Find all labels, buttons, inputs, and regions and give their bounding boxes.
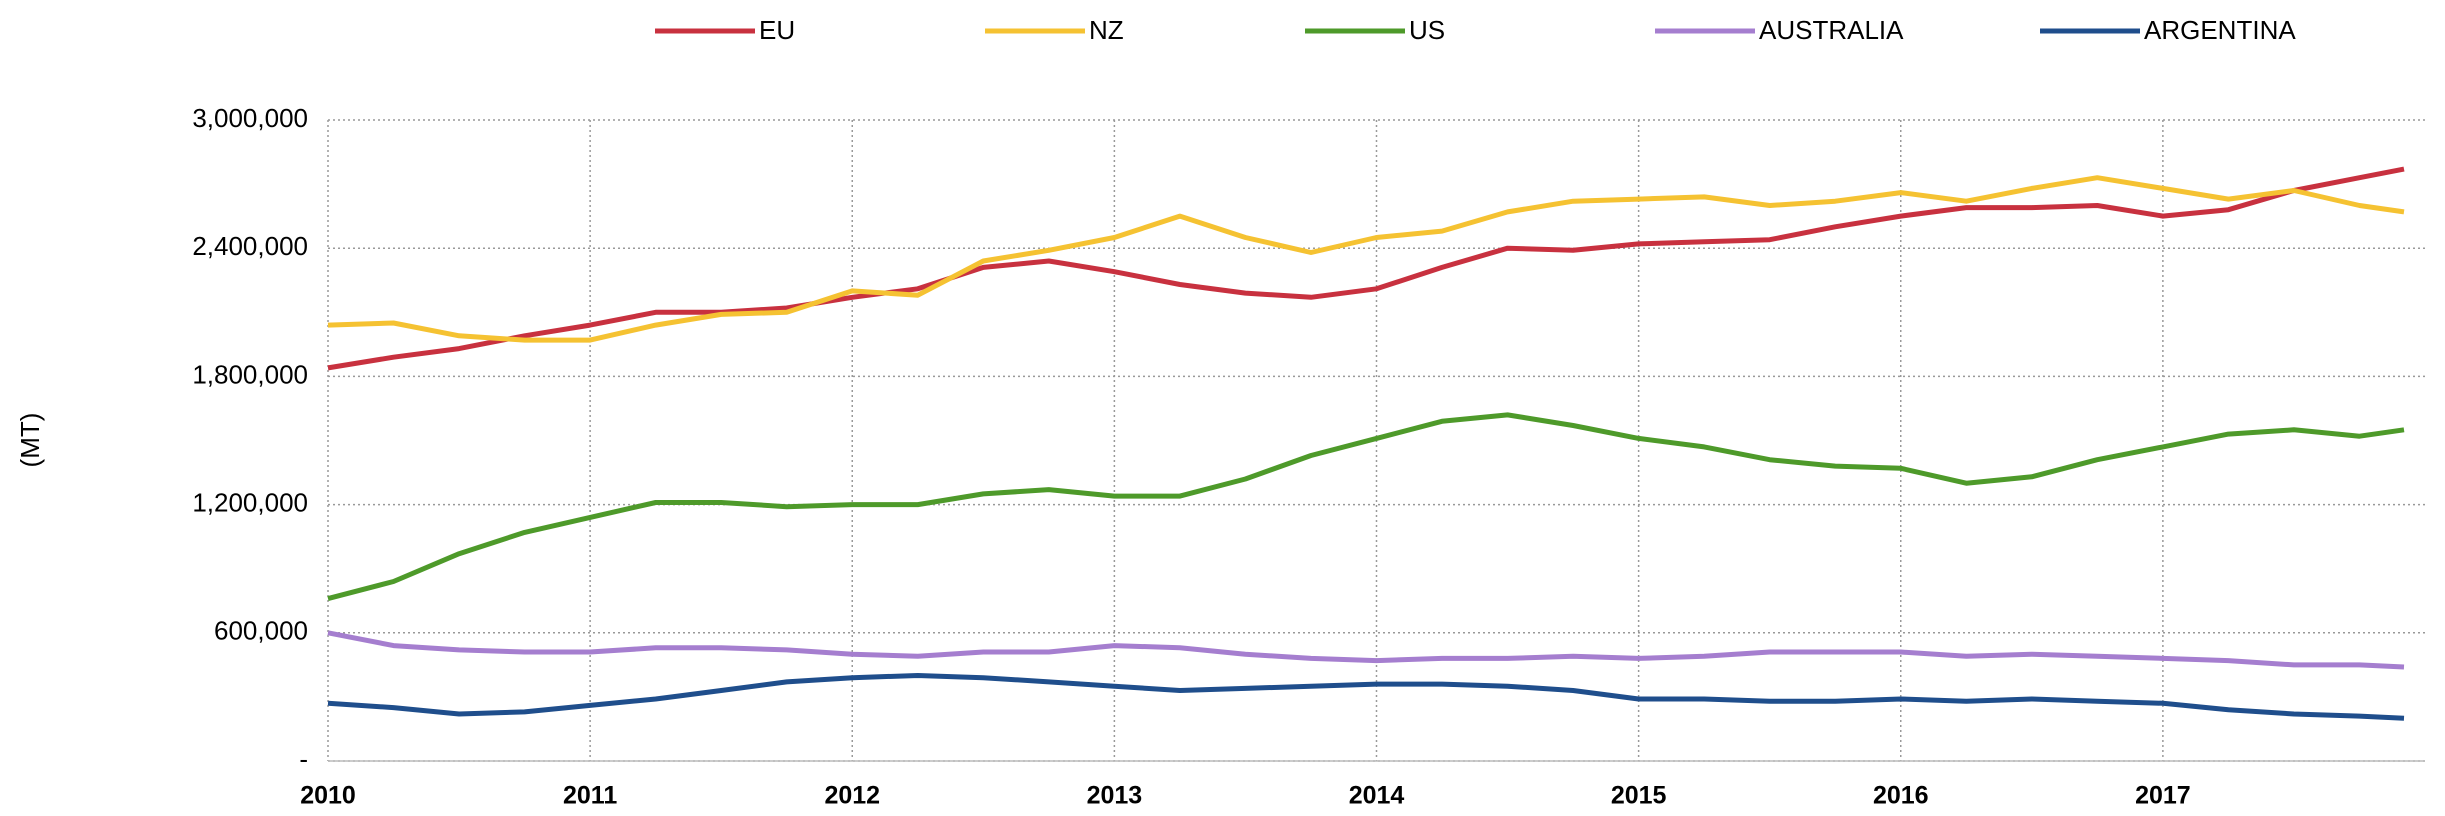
x-tick-label: 2017 bbox=[2135, 782, 2191, 810]
series-line bbox=[327, 630, 2405, 670]
y-tick-label: 600,000 bbox=[214, 616, 308, 646]
y-tick-label: 2,400,000 bbox=[192, 231, 308, 261]
legend-label: AUSTRALIA bbox=[1759, 15, 1904, 45]
series-line bbox=[327, 166, 2405, 371]
y-tick-label: 1,800,000 bbox=[192, 359, 308, 389]
x-tick-label: 2012 bbox=[824, 782, 880, 810]
legend-label: NZ bbox=[1089, 15, 1124, 45]
y-tick-label: 1,200,000 bbox=[192, 487, 308, 517]
y-axis-label: (MT) bbox=[15, 413, 45, 468]
y-tick-label: - bbox=[299, 744, 308, 774]
x-tick-label: 2015 bbox=[1611, 782, 1667, 810]
x-tick-label: 2016 bbox=[1873, 782, 1929, 810]
x-tick-label: 2013 bbox=[1087, 782, 1143, 810]
series-line bbox=[327, 673, 2405, 721]
series-line bbox=[327, 412, 2405, 602]
y-tick-label: 3,000,000 bbox=[192, 103, 308, 133]
legend-label: ARGENTINA bbox=[2144, 15, 2296, 45]
legend-label: EU bbox=[759, 15, 795, 45]
legend-label: US bbox=[1409, 15, 1445, 45]
x-tick-label: 2014 bbox=[1349, 782, 1405, 810]
series-line bbox=[327, 175, 2405, 343]
x-tick-label: 2011 bbox=[563, 782, 617, 810]
x-tick-label: 2010 bbox=[300, 782, 356, 810]
